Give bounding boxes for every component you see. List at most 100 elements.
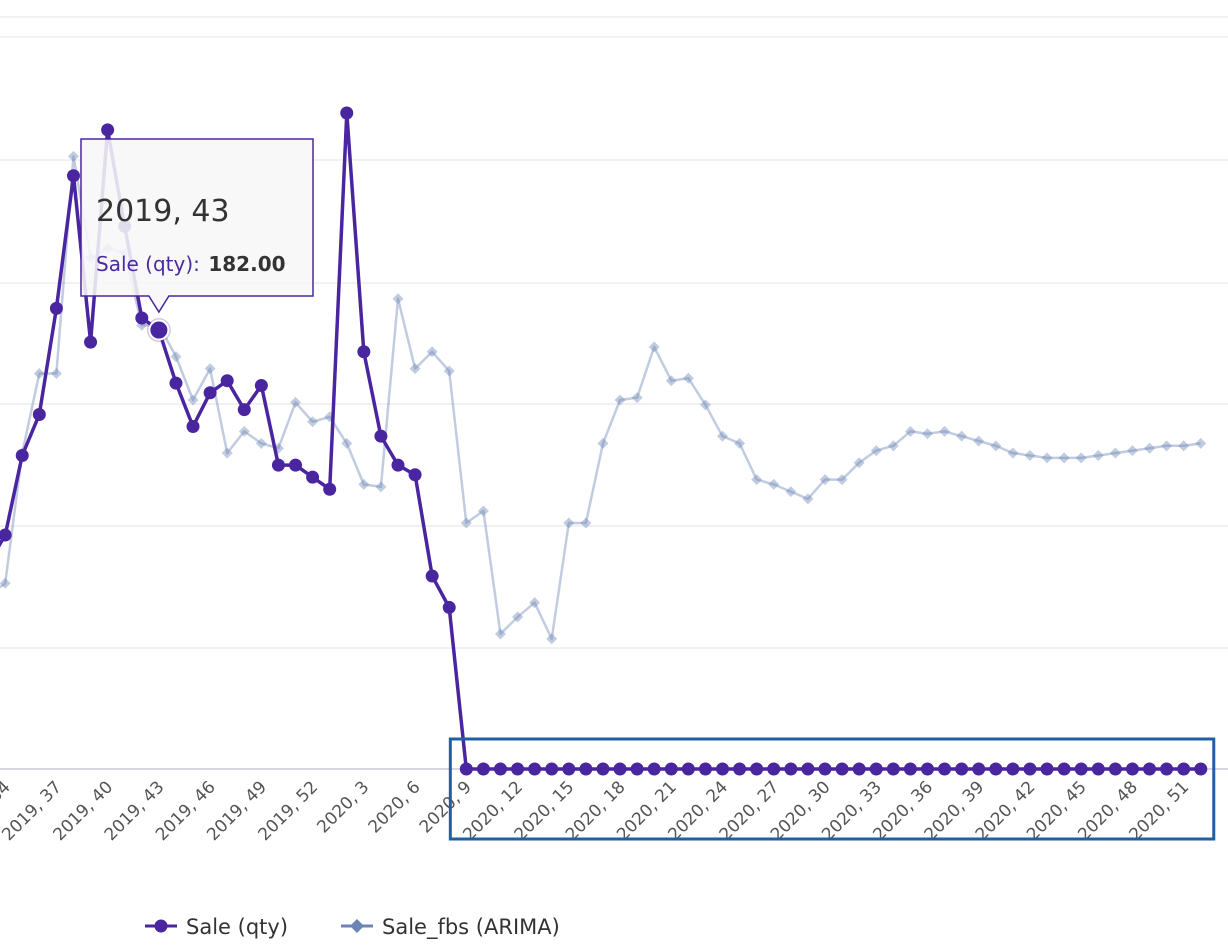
- data-point[interactable]: [716, 762, 730, 776]
- data-point[interactable]: [596, 762, 610, 776]
- data-point[interactable]: [647, 762, 661, 776]
- data-point[interactable]: [955, 762, 969, 776]
- data-point[interactable]: [1074, 762, 1088, 776]
- data-point[interactable]: [546, 633, 558, 645]
- data-point[interactable]: [307, 416, 319, 428]
- data-point[interactable]: [375, 481, 387, 493]
- data-point[interactable]: [870, 445, 882, 457]
- data-point[interactable]: [1007, 447, 1019, 459]
- data-point[interactable]: [204, 363, 216, 375]
- data-point[interactable]: [374, 429, 388, 443]
- data-point[interactable]: [1161, 440, 1173, 452]
- data-point[interactable]: [665, 375, 677, 387]
- data-point[interactable]: [529, 597, 541, 609]
- data-point[interactable]: [956, 430, 968, 442]
- hover-point[interactable]: [148, 319, 170, 341]
- data-point[interactable]: [409, 363, 421, 375]
- data-point[interactable]: [819, 474, 831, 486]
- data-point[interactable]: [1108, 762, 1122, 776]
- data-point[interactable]: [768, 478, 780, 490]
- data-point[interactable]: [904, 425, 916, 437]
- data-point[interactable]: [50, 367, 62, 379]
- data-point[interactable]: [1092, 449, 1104, 461]
- data-point[interactable]: [785, 486, 797, 498]
- data-point[interactable]: [903, 762, 917, 776]
- data-point[interactable]: [750, 762, 764, 776]
- data-point[interactable]: [221, 447, 233, 459]
- data-point[interactable]: [255, 437, 267, 449]
- data-point[interactable]: [973, 435, 985, 447]
- data-point[interactable]: [886, 762, 900, 776]
- data-point[interactable]: [186, 420, 200, 434]
- data-point[interactable]: [254, 379, 268, 393]
- data-point[interactable]: [1194, 762, 1208, 776]
- data-point[interactable]: [15, 448, 29, 462]
- data-point[interactable]: [853, 457, 865, 469]
- data-point[interactable]: [751, 474, 763, 486]
- data-point[interactable]: [699, 399, 711, 411]
- data-point[interactable]: [1109, 447, 1121, 459]
- data-point[interactable]: [835, 762, 849, 776]
- data-point[interactable]: [477, 505, 489, 517]
- data-point[interactable]: [580, 517, 592, 529]
- data-point[interactable]: [852, 762, 866, 776]
- data-point[interactable]: [682, 372, 694, 384]
- data-point[interactable]: [33, 367, 45, 379]
- data-point[interactable]: [476, 762, 490, 776]
- data-point[interactable]: [443, 365, 455, 377]
- data-point[interactable]: [717, 430, 729, 442]
- data-point[interactable]: [0, 528, 12, 542]
- data-point[interactable]: [512, 611, 524, 623]
- data-point[interactable]: [1177, 762, 1191, 776]
- data-point[interactable]: [1057, 762, 1071, 776]
- data-point[interactable]: [614, 394, 626, 406]
- data-point[interactable]: [972, 762, 986, 776]
- data-point[interactable]: [1041, 452, 1053, 464]
- data-point[interactable]: [323, 482, 337, 496]
- data-point[interactable]: [869, 762, 883, 776]
- data-point[interactable]: [0, 577, 11, 589]
- data-point[interactable]: [1023, 762, 1037, 776]
- data-point[interactable]: [1040, 762, 1054, 776]
- data-point[interactable]: [1006, 762, 1020, 776]
- data-point[interactable]: [220, 374, 234, 388]
- data-point[interactable]: [597, 437, 609, 449]
- data-point[interactable]: [664, 762, 678, 776]
- data-point[interactable]: [1075, 452, 1087, 464]
- data-point[interactable]: [989, 762, 1003, 776]
- data-point[interactable]: [579, 762, 593, 776]
- data-point[interactable]: [290, 396, 302, 408]
- data-point[interactable]: [442, 600, 456, 614]
- legend-item-sale-qty[interactable]: Sale (qty): [145, 915, 288, 939]
- data-point[interactable]: [1126, 445, 1138, 457]
- data-point[interactable]: [938, 762, 952, 776]
- data-point[interactable]: [801, 762, 815, 776]
- data-point[interactable]: [613, 762, 627, 776]
- data-point[interactable]: [818, 762, 832, 776]
- data-point[interactable]: [187, 394, 199, 406]
- data-point[interactable]: [101, 123, 115, 137]
- data-point[interactable]: [920, 762, 934, 776]
- data-point[interactable]: [306, 470, 320, 484]
- legend-item-sale-fbs[interactable]: Sale_fbs (ARIMA): [341, 915, 560, 940]
- data-point[interactable]: [1125, 762, 1139, 776]
- data-point[interactable]: [135, 311, 149, 325]
- data-point[interactable]: [1178, 440, 1190, 452]
- data-point[interactable]: [939, 425, 951, 437]
- data-point[interactable]: [630, 762, 644, 776]
- data-point[interactable]: [408, 468, 422, 482]
- data-point[interactable]: [169, 376, 183, 390]
- data-point[interactable]: [84, 335, 98, 349]
- data-point[interactable]: [733, 762, 747, 776]
- data-point[interactable]: [734, 437, 746, 449]
- data-point[interactable]: [1144, 442, 1156, 454]
- data-point[interactable]: [49, 301, 63, 315]
- data-point[interactable]: [340, 106, 354, 120]
- data-point[interactable]: [1058, 452, 1070, 464]
- data-point[interactable]: [32, 407, 46, 421]
- data-point[interactable]: [1143, 762, 1157, 776]
- data-point[interactable]: [237, 403, 251, 417]
- data-point[interactable]: [238, 425, 250, 437]
- data-point[interactable]: [391, 458, 405, 472]
- data-point[interactable]: [494, 628, 506, 640]
